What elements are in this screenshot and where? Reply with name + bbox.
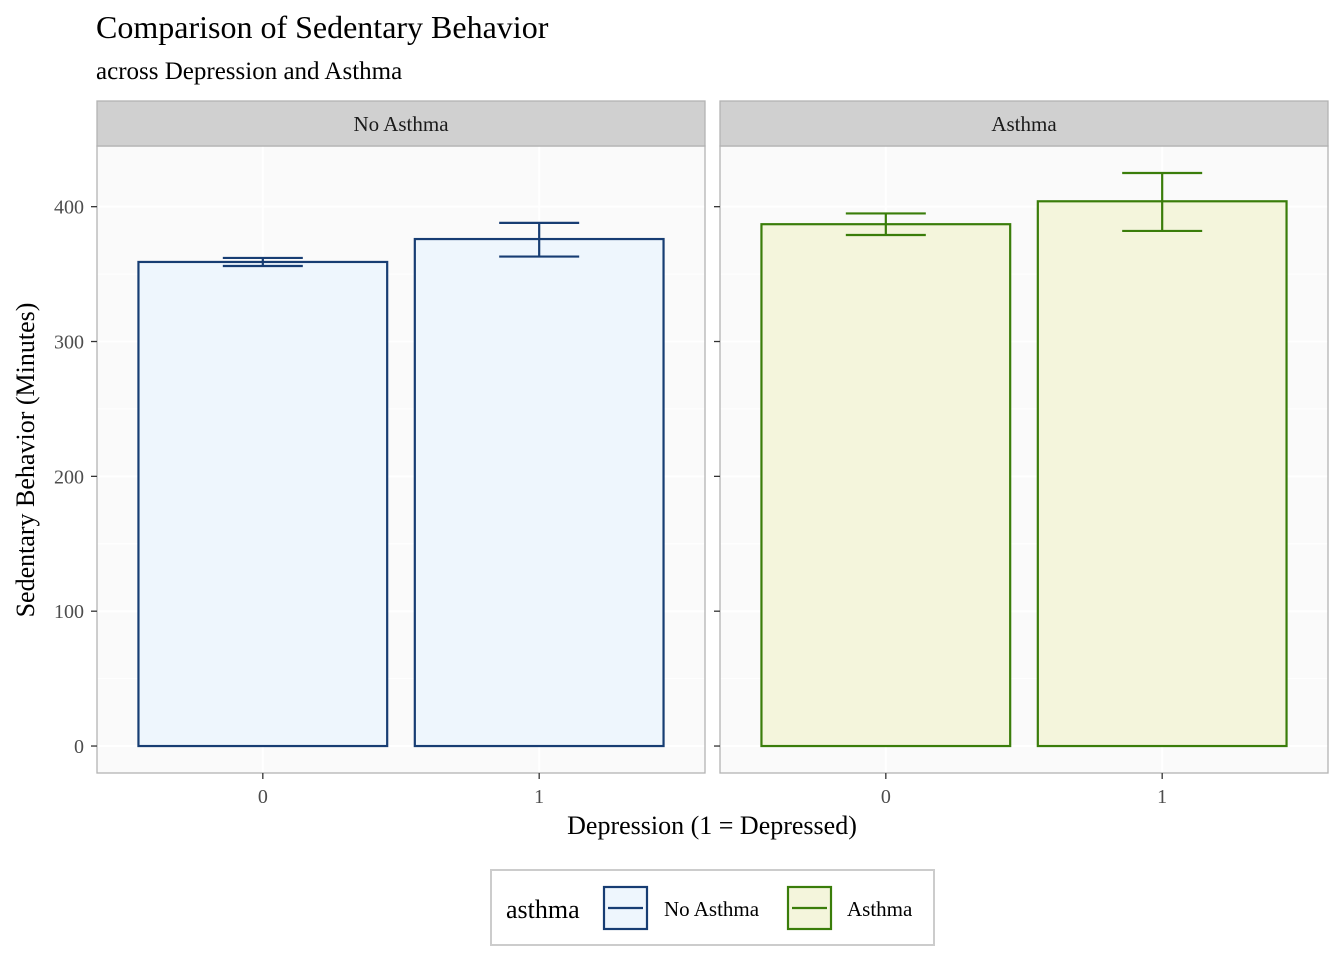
bar — [1036, 200, 1288, 748]
legend: asthma No Asthma Asthma — [490, 869, 935, 946]
facet-strip — [96, 100, 706, 147]
y-tick-label: 300 — [54, 332, 84, 354]
y-tick-label: 200 — [54, 466, 84, 488]
y-axis: 0 100 200 300 400 — [54, 197, 720, 758]
y-tick-label: 400 — [54, 197, 84, 219]
y-tick-label: 0 — [74, 736, 84, 758]
legend-box — [490, 869, 935, 946]
x-axis-title: Depression (1 = Depressed) — [567, 811, 857, 840]
facet-panel: Asthma 0 1 — [719, 100, 1329, 808]
x-tick-label: 1 — [1157, 786, 1167, 808]
facet-panel: No Asthma 0 1 — [96, 100, 706, 808]
y-tick-label: 100 — [54, 601, 84, 623]
chart-subtitle: across Depression and Asthma — [96, 58, 402, 85]
bar — [413, 237, 665, 748]
legend-label: Asthma — [847, 897, 913, 921]
legend-label: No Asthma — [664, 897, 760, 921]
x-tick-label: 0 — [258, 786, 268, 808]
x-tick-label: 0 — [881, 786, 891, 808]
bar — [137, 260, 389, 748]
facet-strip-label: Asthma — [991, 112, 1057, 136]
chart-title: Comparison of Sedentary Behavior — [96, 9, 549, 45]
facet-panels: No Asthma 0 1 Asthma 0 1 — [96, 100, 1329, 808]
legend-title: asthma — [506, 895, 580, 924]
y-axis-title: Sedentary Behavior (Minutes) — [11, 303, 40, 618]
facet-strip-label: No Asthma — [353, 112, 449, 136]
bar — [760, 223, 1012, 748]
facet-strip — [719, 100, 1329, 147]
x-tick-label: 1 — [534, 786, 544, 808]
